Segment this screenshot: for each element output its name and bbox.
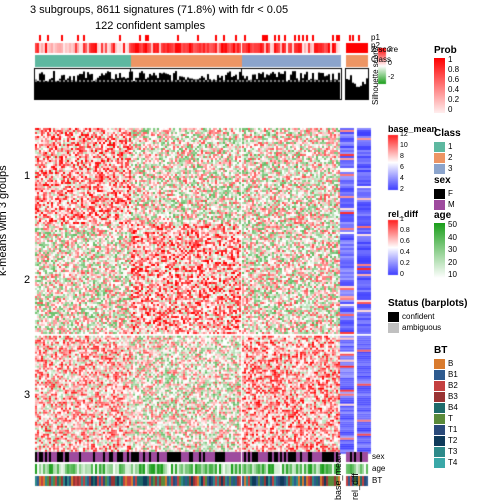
legend-Prob: Prob00.20.40.60.81 — [434, 45, 457, 113]
ann-label: Silhouette score — [371, 48, 380, 105]
legend-age: age1020304050 — [434, 210, 451, 278]
heatmap-canvas — [0, 0, 504, 504]
legend-sex: sexFM — [434, 175, 455, 210]
group-label: 3 — [24, 389, 30, 401]
group-label: 2 — [24, 274, 30, 286]
legend-BT: BTBB1B2B3B4TT1T2T3T4 — [434, 345, 458, 468]
legend-Class: Class123 — [434, 128, 461, 174]
group-label: 1 — [24, 170, 30, 182]
legend-Status (barplots): Status (barplots)confidentambiguous — [388, 298, 467, 333]
